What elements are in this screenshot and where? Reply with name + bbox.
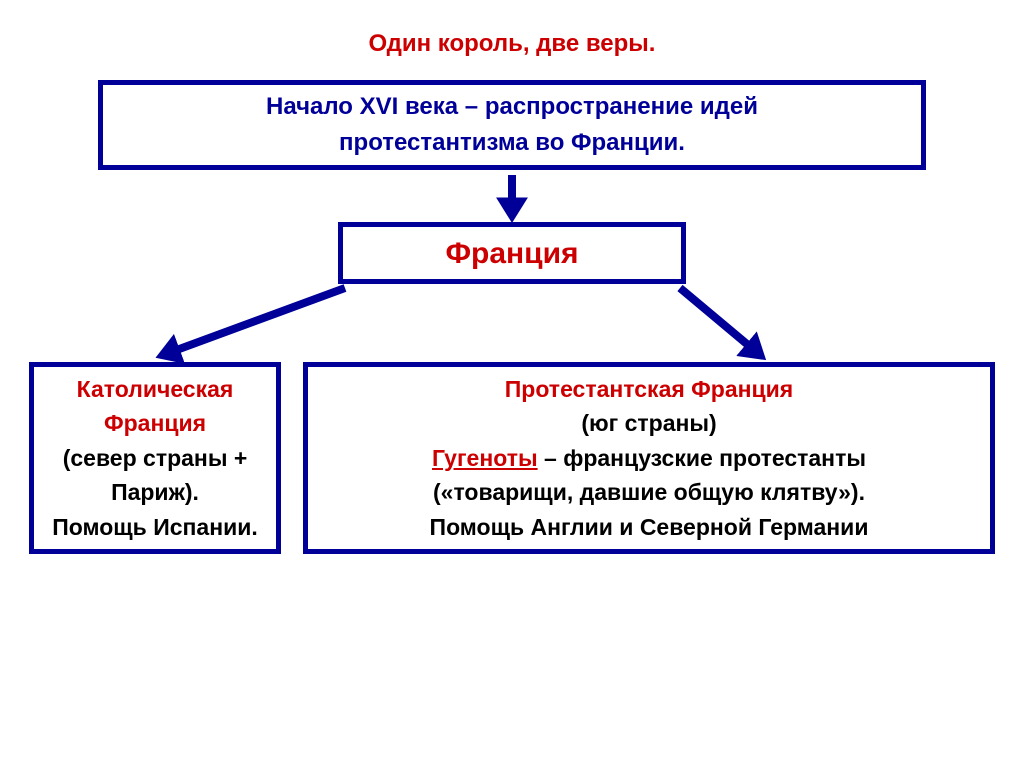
box3-line1: Католическая xyxy=(77,372,234,407)
box4-line3a: Гугеноты xyxy=(432,445,538,471)
arrow-right-icon xyxy=(680,288,760,355)
diagram-title: Один король, две веры. xyxy=(0,30,1024,58)
box4-line3: Гугеноты – французские протестанты xyxy=(432,441,866,476)
box3-line5: Помощь Испании. xyxy=(52,510,258,545)
box4-line1: Протестантская Франция xyxy=(505,372,793,407)
box1-line1: Начало XVI века – распространение идей xyxy=(266,89,758,125)
box3-line2: Франция xyxy=(104,406,206,441)
box3-line4: Париж). xyxy=(111,475,199,510)
box1-line2: протестантизма во Франции. xyxy=(339,125,685,161)
box4-line2: (юг страны) xyxy=(581,406,716,441)
box3-line3: (север страны + xyxy=(63,441,248,476)
box-france: Франция xyxy=(338,222,686,284)
box4-line5: Помощь Англии и Северной Германии xyxy=(430,510,869,545)
box4-line3b: – французские протестанты xyxy=(538,445,866,471)
box-catholic: Католическая Франция (север страны + Пар… xyxy=(29,362,281,554)
box2-text: Франция xyxy=(445,231,578,276)
box-intro: Начало XVI века – распространение идей п… xyxy=(98,80,926,170)
title-text: Один король, две веры. xyxy=(369,30,656,57)
box-protestant: Протестантская Франция (юг страны) Гуген… xyxy=(303,362,995,554)
box4-line4: («товарищи, давшие общую клятву»). xyxy=(433,475,865,510)
arrow-left-icon xyxy=(163,288,345,355)
